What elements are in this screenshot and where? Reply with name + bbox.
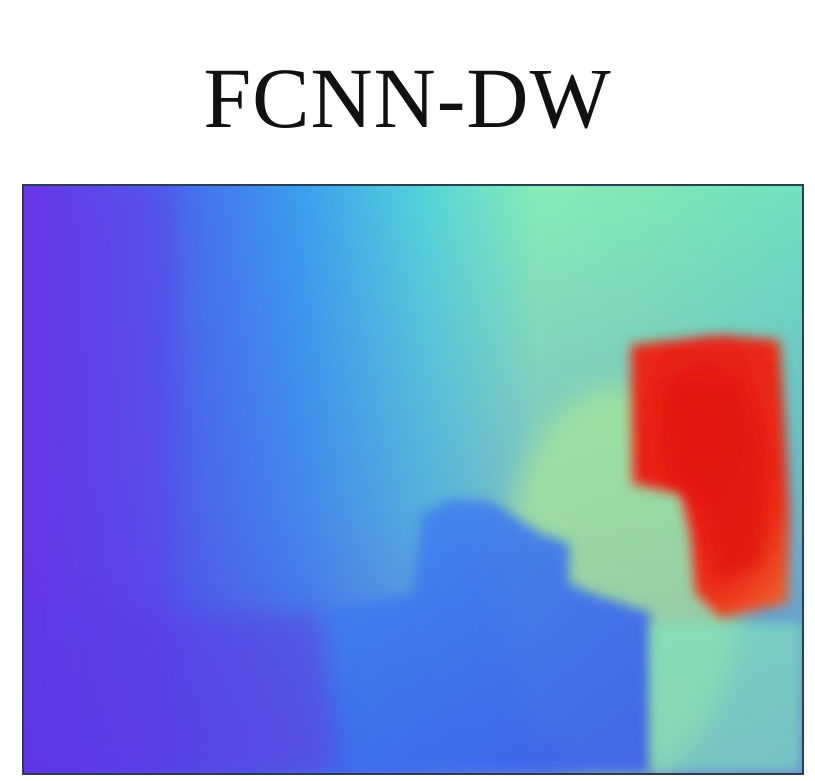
depth-map-image	[22, 184, 804, 775]
figure-title: FCNN-DW	[203, 50, 612, 146]
depth-map-canvas	[24, 186, 802, 773]
